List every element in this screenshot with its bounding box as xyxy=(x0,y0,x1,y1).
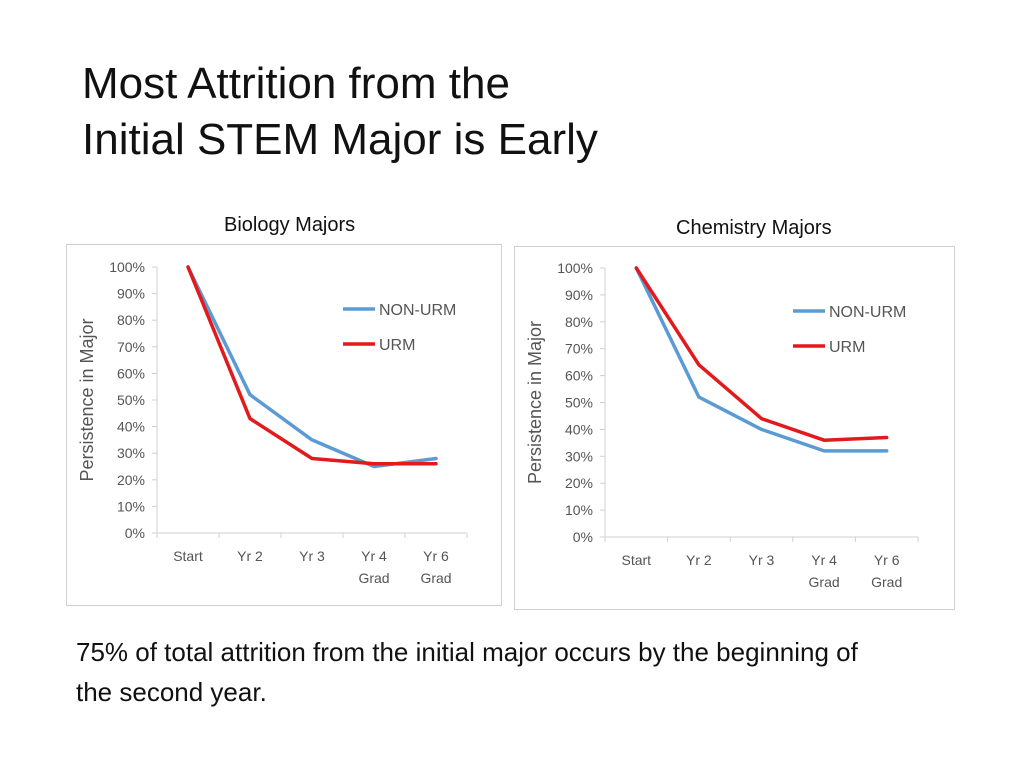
biology-chart-svg: 0% 10% 20% 30% 40% 50% 60% 70% 80% 90% 100% Start Yr… xyxy=(77,259,468,586)
slide-title-line-2: Initial STEM Major is Early xyxy=(82,115,598,164)
slide-title-line-1: Most Attrition from the xyxy=(82,59,510,108)
x-tick-label: Grad xyxy=(358,570,389,586)
chemistry-chart: 0% 10% 20% 30% 40% 50% 60% 70% 80% 90% 100% Start Yr… xyxy=(514,246,955,610)
x-tick-label: Yr 6 xyxy=(423,548,449,564)
x-tick-label: Grad xyxy=(809,574,840,590)
y-tick-label: 30% xyxy=(117,445,145,461)
y-tick-label: 0% xyxy=(573,529,593,545)
x-tick-label: Grad xyxy=(420,570,451,586)
y-tick-label: 10% xyxy=(117,498,145,514)
x-tick-label: Yr 6 xyxy=(874,552,900,568)
legend-label-urm: URM xyxy=(379,337,415,354)
series-line-non-urm xyxy=(634,266,889,453)
y-tick-label: 70% xyxy=(117,339,145,355)
series-line-urm xyxy=(186,265,438,466)
slide-title: Most Attrition from the Initial STEM Maj… xyxy=(82,56,598,168)
y-tick-label: 60% xyxy=(565,368,593,384)
y-tick-label: 40% xyxy=(565,421,593,437)
y-tick-label: 20% xyxy=(565,475,593,491)
x-tick-label: Yr 3 xyxy=(299,548,325,564)
y-tick-label: 100% xyxy=(557,260,593,276)
y-tick-label: 0% xyxy=(125,525,145,541)
y-axis-title: Persistence in Major xyxy=(525,321,545,484)
y-tick-label: 50% xyxy=(117,392,145,408)
x-tick-label: Start xyxy=(622,552,652,568)
x-tick-label: Grad xyxy=(871,574,902,590)
y-tick-label: 70% xyxy=(565,341,593,357)
y-tick-label: 80% xyxy=(117,312,145,328)
series-line-non-urm xyxy=(186,265,438,469)
y-tick-label: 60% xyxy=(117,365,145,381)
y-axis-title: Persistence in Major xyxy=(77,318,97,481)
series-line-urm xyxy=(634,266,889,442)
x-tick-label: Start xyxy=(173,548,203,564)
y-tick-label: 50% xyxy=(565,395,593,411)
biology-chart: 0% 10% 20% 30% 40% 50% 60% 70% 80% 90% 100% Start Yr… xyxy=(66,244,502,606)
chemistry-chart-caption: Chemistry Majors xyxy=(676,217,832,239)
y-tick-label: 100% xyxy=(109,259,145,275)
legend-label-non-urm: NON-URM xyxy=(379,302,456,319)
y-tick-label: 30% xyxy=(565,448,593,464)
footnote: 75% of total attrition from the initial … xyxy=(76,637,858,707)
legend-label-urm: URM xyxy=(829,339,865,356)
x-tick-label: Yr 4 xyxy=(811,552,837,568)
x-tick-label: Yr 2 xyxy=(686,552,712,568)
x-tick-label: Yr 4 xyxy=(361,548,387,564)
x-tick-label: Yr 2 xyxy=(237,548,263,564)
y-tick-label: 20% xyxy=(117,472,145,488)
y-tick-label: 40% xyxy=(117,419,145,435)
y-tick-label: 90% xyxy=(117,286,145,302)
x-tick-label: Yr 3 xyxy=(749,552,775,568)
y-tick-label: 90% xyxy=(565,287,593,303)
legend-label-non-urm: NON-URM xyxy=(829,304,906,321)
y-tick-label: 10% xyxy=(565,502,593,518)
biology-chart-caption: Biology Majors xyxy=(224,214,356,236)
chemistry-chart-svg: 0% 10% 20% 30% 40% 50% 60% 70% 80% 90% 100% Start Yr… xyxy=(525,260,919,590)
y-tick-label: 80% xyxy=(565,314,593,330)
